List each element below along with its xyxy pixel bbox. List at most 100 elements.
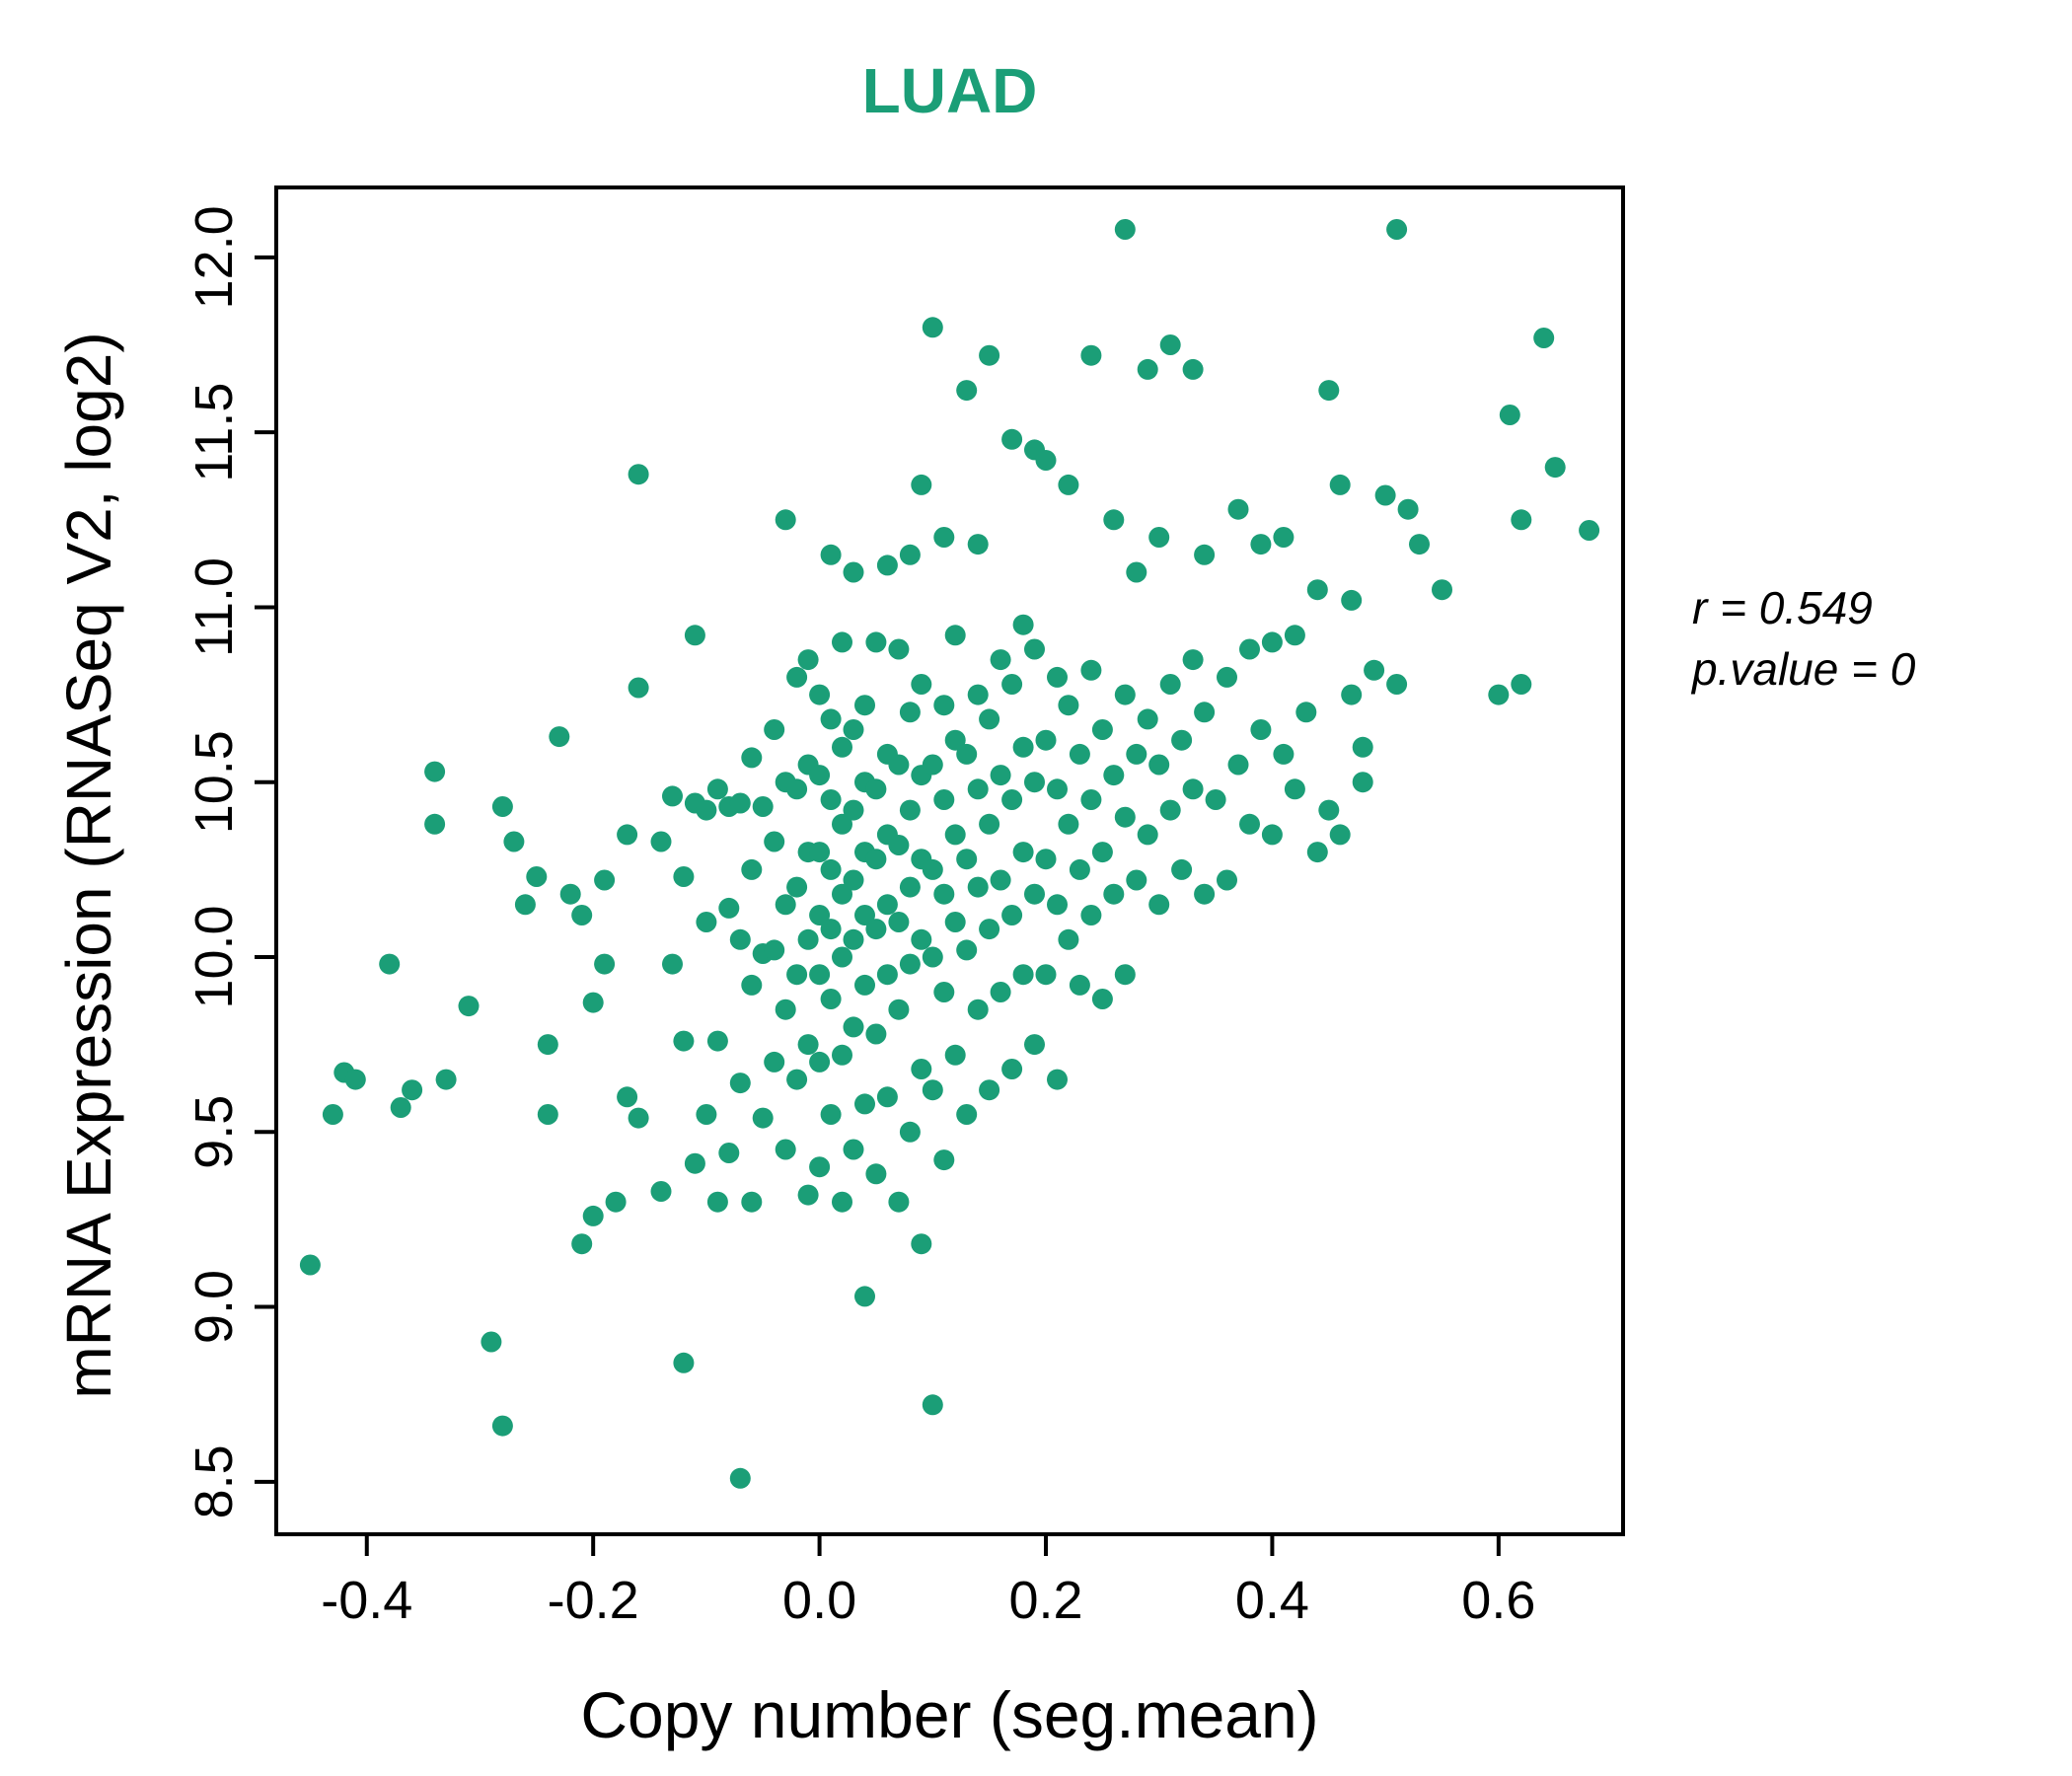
data-point: [922, 1079, 943, 1101]
data-point: [832, 813, 852, 835]
data-point: [741, 747, 763, 769]
data-point: [1103, 509, 1125, 531]
y-tick-label: 10.5: [185, 730, 244, 834]
data-point: [933, 883, 955, 905]
data-point: [1035, 729, 1057, 751]
data-point: [944, 1044, 966, 1066]
data-point: [752, 1107, 774, 1129]
data-point: [1047, 778, 1068, 800]
data-point: [1012, 964, 1034, 986]
x-tick-label: -0.4: [321, 1571, 412, 1630]
data-point: [344, 1069, 366, 1090]
data-point: [729, 792, 751, 814]
data-point: [899, 544, 921, 565]
data-point: [832, 1044, 852, 1066]
data-point: [797, 1184, 819, 1206]
data-point: [1126, 869, 1147, 891]
data-point: [526, 866, 548, 887]
data-point: [786, 964, 808, 986]
data-point: [854, 1093, 875, 1115]
data-point: [1499, 405, 1520, 425]
data-point: [628, 677, 649, 699]
data-point: [1080, 789, 1102, 810]
data-point: [1194, 702, 1216, 723]
data-point: [1137, 358, 1158, 380]
data-point: [911, 1233, 932, 1255]
y-tick-label: 11.0: [185, 557, 244, 657]
data-point: [1533, 328, 1555, 348]
data-point: [1250, 534, 1272, 555]
data-point: [832, 736, 852, 758]
data-point: [956, 939, 978, 961]
data-point: [888, 999, 910, 1020]
data-point: [571, 905, 593, 925]
data-point: [944, 912, 966, 932]
data-point: [1364, 659, 1385, 681]
data-point: [865, 778, 887, 800]
data-point: [809, 684, 831, 705]
data-point: [1114, 806, 1136, 828]
data-point: [899, 1121, 921, 1143]
data-point: [1080, 659, 1102, 681]
data-point: [888, 638, 910, 660]
data-point: [832, 946, 852, 968]
data-point: [1035, 964, 1057, 986]
data-point: [718, 1143, 740, 1163]
data-point: [1058, 474, 1079, 495]
data-point: [990, 982, 1011, 1002]
data-point: [299, 1254, 321, 1276]
data-point: [752, 796, 774, 817]
data-point: [899, 953, 921, 975]
data-point: [809, 905, 831, 925]
data-point: [843, 1016, 864, 1038]
data-point: [1058, 813, 1079, 835]
data-point: [1024, 772, 1045, 793]
stats-annotation: r = 0.549 p.value = 0: [1692, 577, 1915, 700]
data-point: [1306, 842, 1328, 863]
y-tick-label: 10.0: [185, 905, 244, 1008]
data-point: [764, 1051, 785, 1073]
data-point: [786, 1069, 808, 1090]
chart-title: LUAD: [861, 55, 1038, 126]
data-point: [854, 905, 875, 925]
data-point: [1295, 702, 1317, 723]
data-point: [1159, 674, 1181, 695]
y-tick-label: 11.5: [185, 383, 244, 482]
data-point: [684, 1152, 705, 1174]
data-point: [729, 928, 751, 950]
data-point: [1159, 334, 1181, 355]
data-point: [1250, 719, 1272, 740]
data-point: [1047, 894, 1068, 916]
data-point: [1126, 561, 1147, 583]
data-point: [1069, 743, 1090, 765]
data-point: [628, 1107, 649, 1129]
data-point: [775, 1139, 796, 1160]
data-point: [559, 883, 581, 905]
data-point: [1137, 708, 1158, 730]
data-point: [1397, 498, 1419, 520]
data-point: [809, 842, 831, 863]
data-point: [1001, 674, 1023, 695]
data-point: [865, 919, 887, 940]
data-point: [956, 743, 978, 765]
data-point: [1182, 649, 1204, 671]
data-point: [503, 831, 525, 852]
data-point: [967, 999, 989, 1020]
data-point: [911, 928, 932, 950]
data-point: [843, 561, 864, 583]
data-point: [491, 1415, 513, 1437]
data-point: [911, 474, 932, 495]
data-point: [967, 534, 989, 555]
data-point: [967, 876, 989, 898]
data-point: [1217, 869, 1237, 891]
data-point: [582, 1205, 604, 1226]
data-point: [1488, 684, 1510, 705]
data-point: [865, 1163, 887, 1185]
data-point: [922, 946, 943, 968]
data-point: [673, 1352, 695, 1373]
data-point: [402, 1079, 423, 1101]
data-point: [922, 317, 943, 338]
x-tick-label: 0.2: [1008, 1571, 1082, 1630]
data-point: [888, 835, 910, 855]
